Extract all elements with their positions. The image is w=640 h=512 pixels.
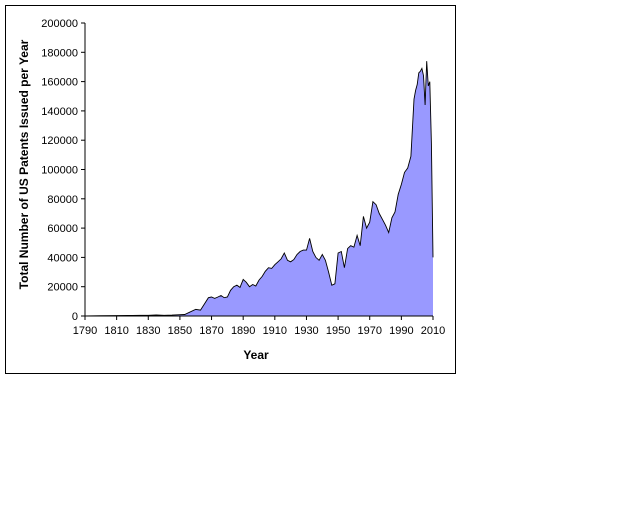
y-tick-label: 160000: [41, 77, 78, 89]
x-tick-label: 1910: [263, 325, 287, 337]
plot-area: [84, 61, 434, 317]
x-tick-label: 1990: [389, 325, 413, 337]
x-tick-label: 1810: [104, 325, 128, 337]
y-axis-title: Total Number of US Patents Issued per Ye…: [17, 39, 31, 289]
x-tick-label: 1890: [231, 325, 255, 337]
x-tick-label: 1850: [168, 325, 192, 337]
y-tick-label: 200000: [41, 18, 78, 30]
x-axis-title: Year: [243, 348, 269, 362]
y-tick-label: 20000: [47, 282, 78, 294]
x-tick-label: 1950: [326, 325, 350, 337]
y-tick-label: 140000: [41, 106, 78, 118]
axes: [81, 22, 434, 320]
y-tick-label: 60000: [47, 223, 78, 235]
x-tick-label: 1790: [73, 325, 97, 337]
patents-area-chart: 0 20000 40000 60000 80000 100000 120000 140000 1…: [17, 18, 445, 362]
y-tick-labels: 0 20000 40000 60000 80000 100000 120000 140000 1…: [41, 18, 78, 323]
y-tick-label: 0: [72, 311, 78, 323]
y-tick-label: 80000: [47, 194, 78, 206]
y-tick-label: 100000: [41, 165, 78, 177]
x-tick-label: 2010: [421, 325, 445, 337]
x-tick-label: 1870: [199, 325, 223, 337]
y-tick-label: 40000: [47, 252, 78, 264]
x-tick-label: 1970: [357, 325, 381, 337]
x-tick-label: 1930: [294, 325, 318, 337]
chart-frame: 0 20000 40000 60000 80000 100000 120000 140000 1…: [5, 5, 456, 374]
x-tick-labels: 1790 1810 1830 1850 1870 1890 1910 1930 1950 1970…: [73, 325, 445, 337]
y-tick-label: 120000: [41, 135, 78, 147]
y-tick-label: 180000: [41, 47, 78, 59]
x-tick-label: 1830: [136, 325, 160, 337]
series-line: [84, 61, 434, 317]
series-area-fill: [85, 61, 433, 316]
